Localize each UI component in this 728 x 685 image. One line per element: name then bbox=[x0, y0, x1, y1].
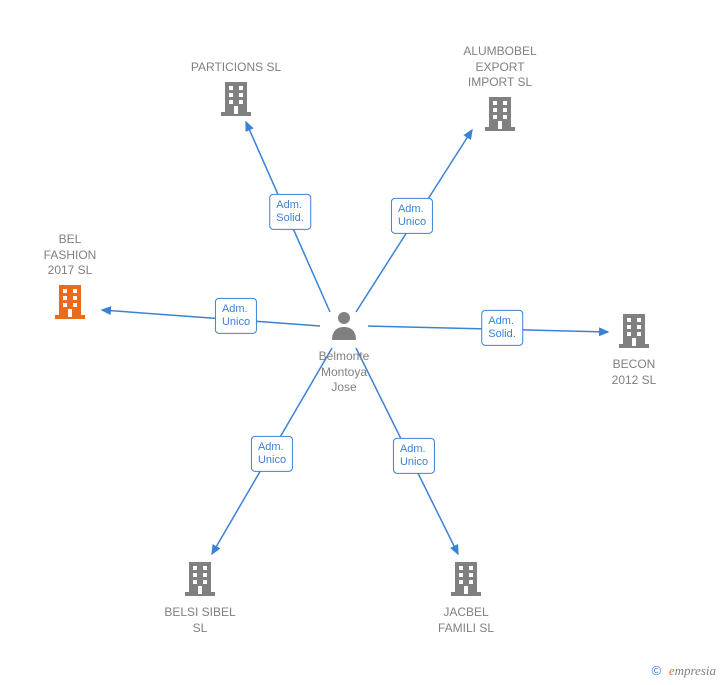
company-label: JACBEL FAMILI SL bbox=[406, 605, 526, 636]
building-icon bbox=[219, 80, 253, 121]
edge-label: Adm. Solid. bbox=[269, 194, 311, 230]
company-label: BEL FASHION 2017 SL bbox=[10, 232, 130, 279]
company-node-jacbel: JACBEL FAMILI SL bbox=[406, 560, 526, 640]
company-node-belsi: BELSI SIBEL SL bbox=[140, 560, 260, 640]
brand-rest: mpresia bbox=[675, 663, 716, 678]
company-node-becon: BECON 2012 SL bbox=[574, 312, 694, 392]
company-node-particions: PARTICIONS SL bbox=[176, 56, 296, 121]
building-icon bbox=[483, 95, 517, 136]
company-label: PARTICIONS SL bbox=[176, 60, 296, 76]
company-label: BECON 2012 SL bbox=[574, 357, 694, 388]
company-node-belfashion: BEL FASHION 2017 SL bbox=[10, 228, 130, 324]
diagram-canvas: Belmonte Montoya Jose PARTICIONS SL ALUMB… bbox=[0, 0, 728, 685]
edge-label: Adm. Unico bbox=[391, 198, 433, 234]
building-icon bbox=[183, 560, 217, 601]
company-label: BELSI SIBEL SL bbox=[140, 605, 260, 636]
copyright-symbol: © bbox=[652, 663, 662, 678]
footer-brand: © empresia bbox=[652, 663, 716, 679]
building-icon bbox=[53, 283, 87, 324]
edge-label: Adm. Solid. bbox=[481, 310, 523, 346]
edge-label: Adm. Unico bbox=[393, 438, 435, 474]
building-icon bbox=[449, 560, 483, 601]
company-label: ALUMBOBEL EXPORT IMPORT SL bbox=[440, 44, 560, 91]
edge-label: Adm. Unico bbox=[251, 436, 293, 472]
building-icon bbox=[617, 312, 651, 353]
center-node-label: Belmonte Montoya Jose bbox=[284, 349, 404, 396]
center-node-person: Belmonte Montoya Jose bbox=[284, 310, 404, 400]
company-node-alumbobel: ALUMBOBEL EXPORT IMPORT SL bbox=[440, 40, 560, 136]
edge-label: Adm. Unico bbox=[215, 298, 257, 334]
person-icon bbox=[330, 310, 358, 345]
